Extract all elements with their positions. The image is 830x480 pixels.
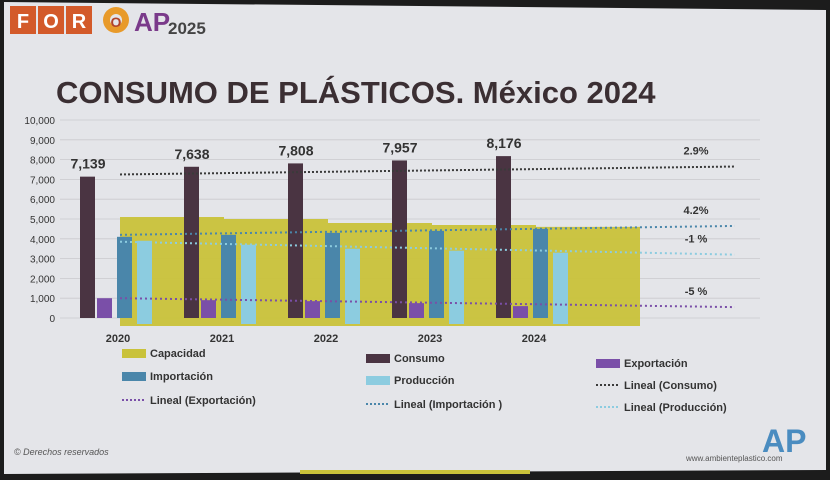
legend-exportacion-label: Exportación bbox=[624, 358, 688, 370]
y-tick-label: 5,000 bbox=[30, 215, 55, 226]
legend-lineal-importacion-label: Lineal (Importación ) bbox=[394, 399, 503, 411]
logo-letter-f: F bbox=[17, 11, 29, 33]
slide-title: CONSUMO DE PLÁSTICOS. México 2024 bbox=[56, 75, 656, 110]
importacion-bar bbox=[117, 236, 132, 318]
importacion-bar bbox=[429, 230, 444, 318]
x-category-label: 2023 bbox=[418, 333, 442, 345]
x-category-label: 2021 bbox=[210, 333, 234, 345]
importacion-bar bbox=[325, 232, 340, 318]
legend-lineal-produccion-label: Lineal (Producción) bbox=[624, 402, 727, 414]
exportacion-bar bbox=[201, 300, 216, 318]
produccion-bar bbox=[345, 248, 360, 324]
produccion-bar bbox=[241, 244, 256, 324]
legend-produccion-label: Producción bbox=[394, 375, 455, 387]
legend-importacion-label: Importación bbox=[150, 371, 213, 383]
legend-lineal-consumo-label: Lineal (Consumo) bbox=[624, 380, 717, 392]
copyright-text: © Derechos reservados bbox=[14, 447, 109, 457]
y-tick-label: 6,000 bbox=[30, 195, 55, 206]
bottom-accent-bar bbox=[300, 470, 530, 474]
trendline-label: 4.2% bbox=[683, 205, 708, 217]
logo-letter-o2: O bbox=[111, 14, 122, 30]
y-tick-label: 10,000 bbox=[24, 116, 55, 127]
logo-ring-center bbox=[110, 14, 122, 26]
exportacion-bar bbox=[409, 303, 424, 318]
logo-letter-r: R bbox=[72, 11, 87, 33]
consumo-bar bbox=[392, 160, 407, 318]
produccion-bar bbox=[449, 250, 464, 324]
legend-lineal-exportacion-label: Lineal (Exportación) bbox=[150, 395, 256, 407]
consumo-data-label: 8,176 bbox=[486, 135, 521, 151]
legend-produccion-swatch bbox=[366, 376, 390, 385]
x-category-label: 2024 bbox=[522, 333, 547, 345]
x-category-label: 2022 bbox=[314, 333, 338, 345]
consumo-data-label: 7,808 bbox=[278, 142, 313, 158]
consumo-bar bbox=[496, 156, 511, 318]
consumo-data-label: 7,139 bbox=[70, 156, 105, 172]
consumo-data-label: 7,638 bbox=[174, 146, 209, 162]
y-tick-label: 7,000 bbox=[30, 175, 55, 186]
legend-capacidad-label: Capacidad bbox=[150, 348, 206, 360]
foro-ap-logo: F O R O AP 2025 bbox=[10, 6, 206, 38]
y-tick-label: 0 bbox=[49, 314, 55, 325]
legend-capacidad-swatch bbox=[122, 349, 146, 358]
trendline-label: -1 % bbox=[685, 234, 708, 246]
produccion-bar bbox=[137, 240, 152, 324]
y-tick-label: 2,000 bbox=[30, 274, 55, 285]
legend-exportacion-swatch bbox=[596, 359, 620, 368]
legend-importacion-swatch bbox=[122, 372, 146, 381]
y-tick-label: 4,000 bbox=[30, 235, 55, 246]
y-tick-label: 8,000 bbox=[30, 156, 55, 167]
y-tick-label: 3,000 bbox=[30, 255, 55, 266]
importacion-bar bbox=[221, 234, 236, 318]
produccion-bar bbox=[553, 252, 568, 324]
y-tick-label: 1,000 bbox=[30, 294, 55, 305]
lineal_consumo-trendline bbox=[119, 165, 736, 176]
exportacion-bar bbox=[305, 301, 320, 318]
chart-legend: Capacidad Consumo Exportación Importación Pr… bbox=[122, 348, 727, 414]
logo-tile-1 bbox=[10, 6, 36, 34]
consumo-bar bbox=[80, 176, 95, 318]
logo-letter-o: O bbox=[43, 11, 59, 33]
exportacion-bar bbox=[97, 298, 112, 318]
logo-tile-2 bbox=[38, 6, 64, 34]
consumo-bar bbox=[288, 163, 303, 318]
chart-area: 0 1,000 2,000 3,000 4,000 5,000 6,000 7,000 8,00… bbox=[24, 116, 760, 345]
y-tick-label: 9,000 bbox=[30, 136, 55, 147]
legend-consumo-label: Consumo bbox=[394, 353, 445, 365]
trendline-label: 2.9% bbox=[683, 146, 708, 158]
consumo-data-label: 7,957 bbox=[382, 139, 417, 155]
exportacion-bar bbox=[513, 306, 528, 318]
logo-year: 2025 bbox=[168, 19, 206, 38]
ap-brand-logo: AP bbox=[762, 423, 806, 459]
logo-tile-3 bbox=[66, 6, 92, 34]
website-text: www.ambienteplastico.com bbox=[685, 454, 783, 463]
x-category-label: 2020 bbox=[106, 333, 130, 345]
legend-consumo-swatch bbox=[366, 354, 390, 363]
logo-ap: AP bbox=[134, 7, 170, 37]
trendline-label: -5 % bbox=[685, 286, 708, 298]
